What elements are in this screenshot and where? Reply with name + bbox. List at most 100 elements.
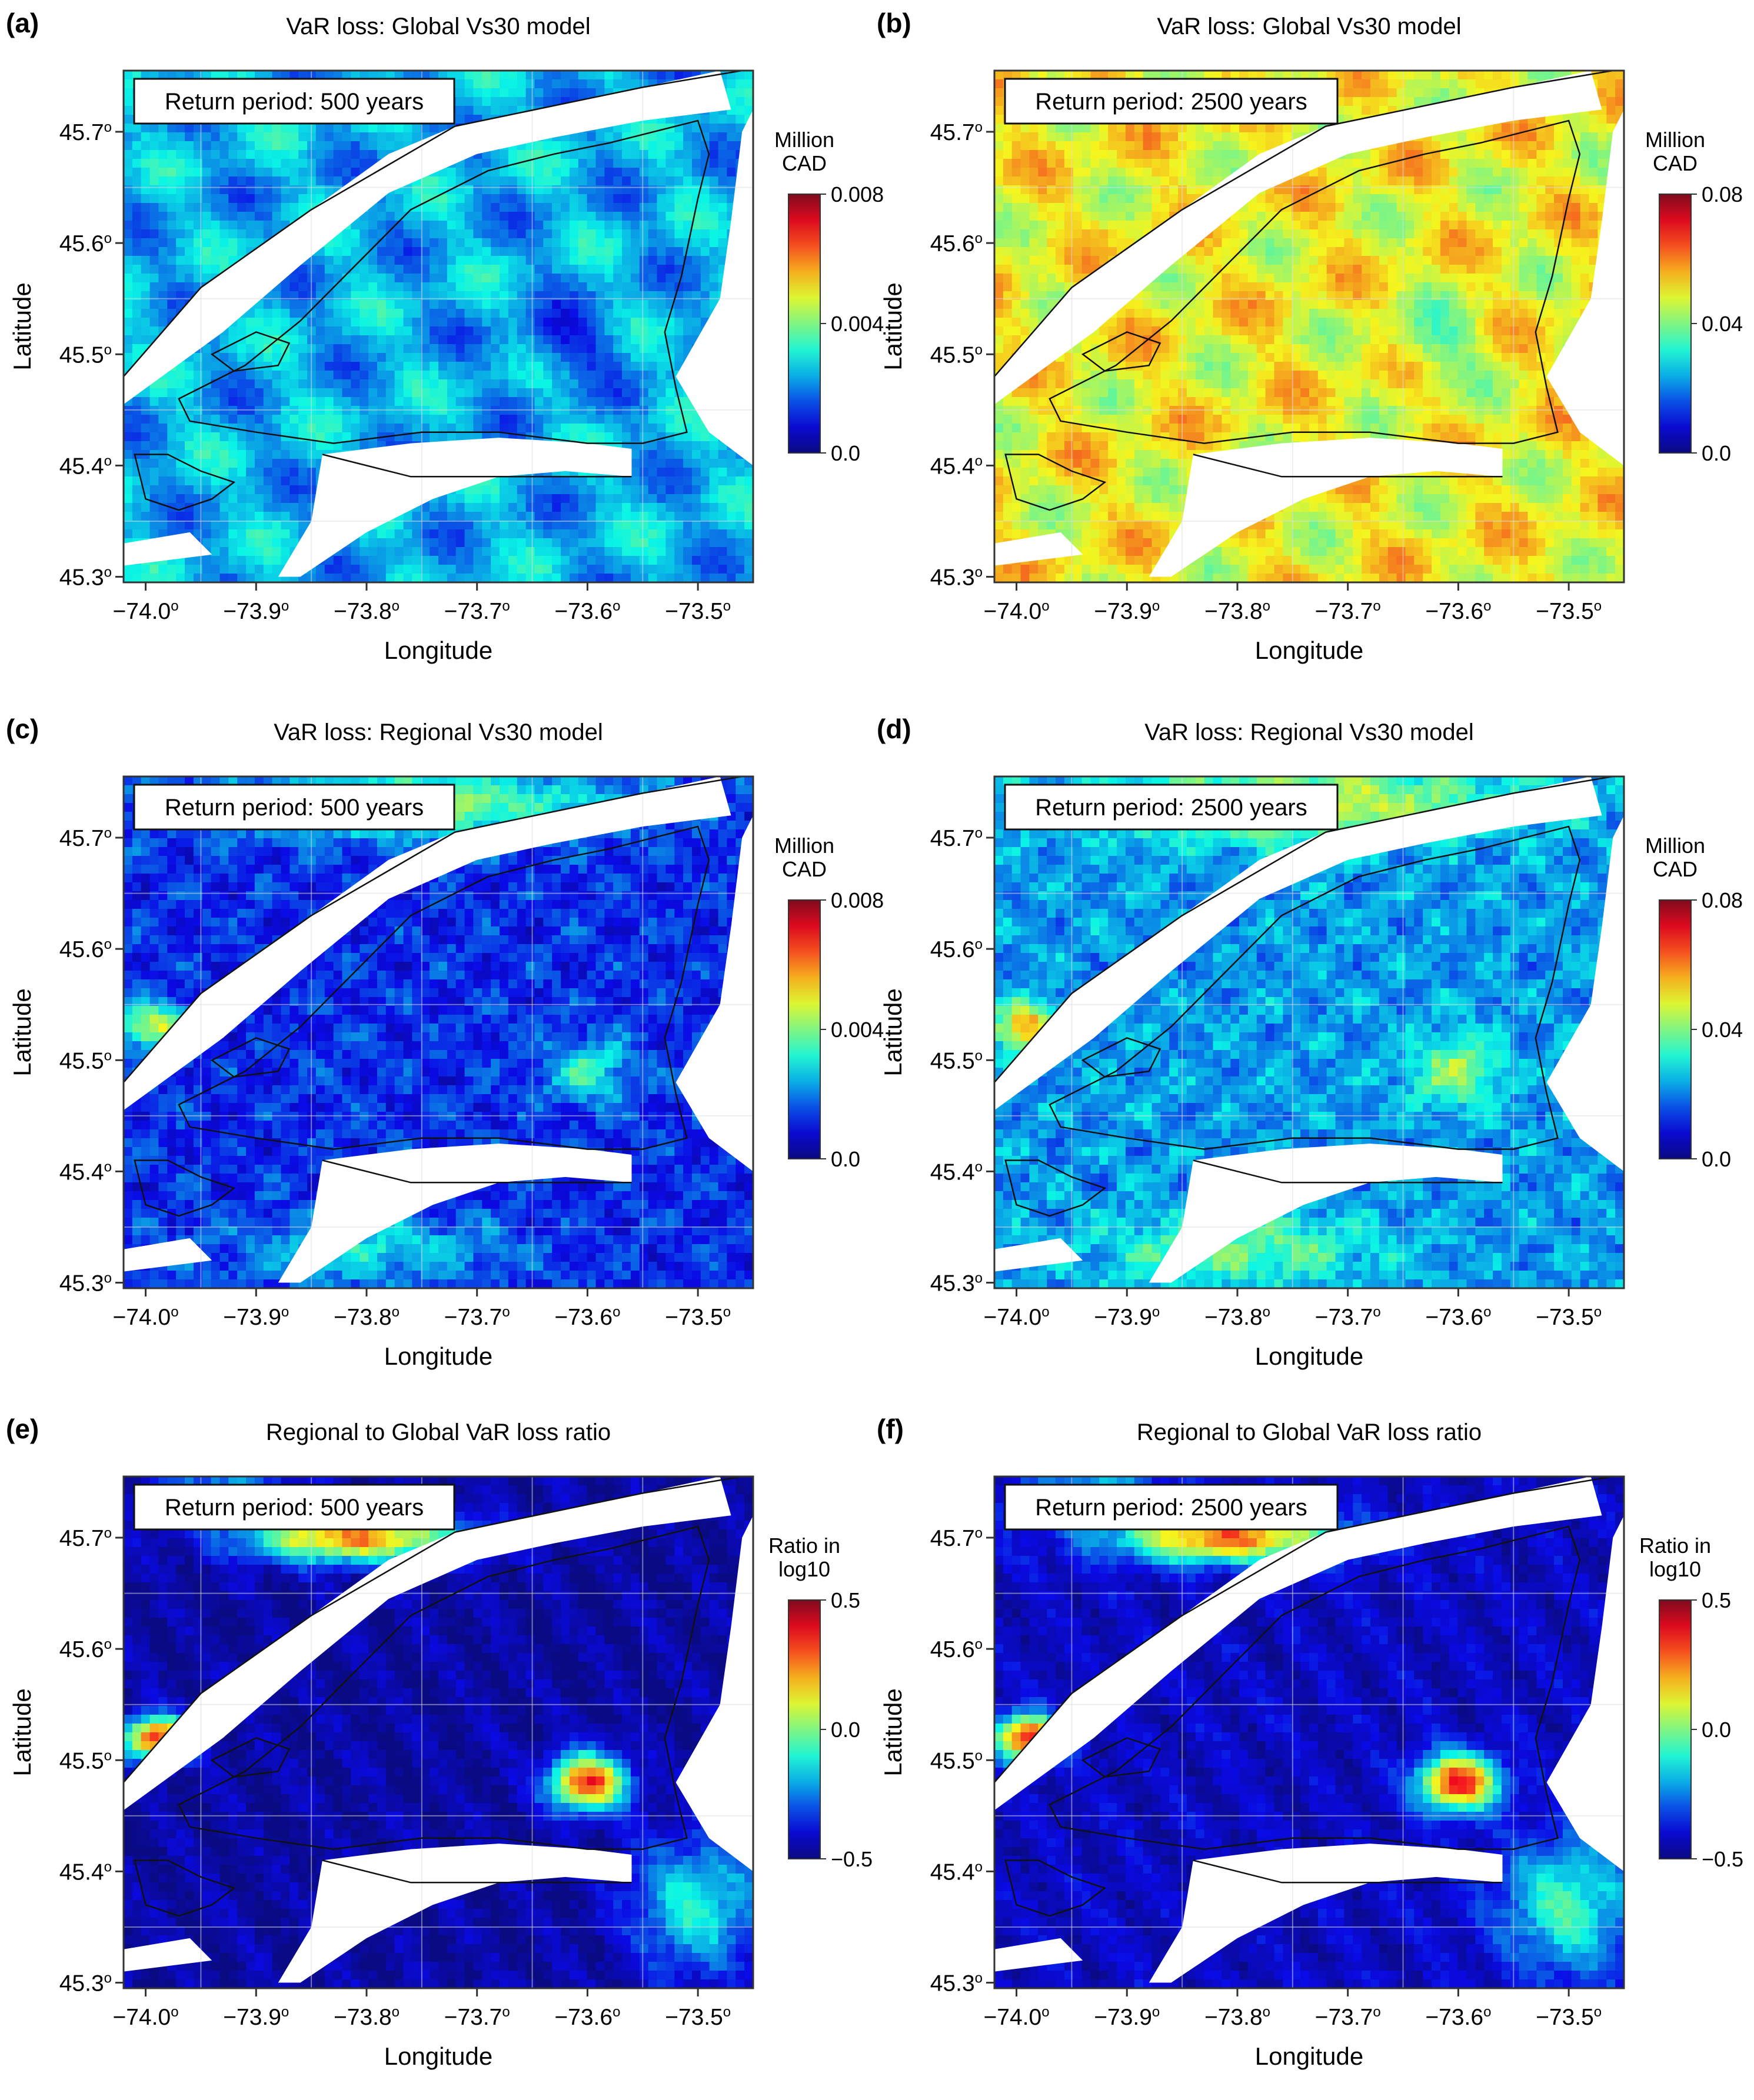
y-tick-label: 45.6o (59, 936, 112, 962)
loss-heatmap (124, 71, 754, 583)
map-panel-e: (e) Regional to Global VaR loss ratio Retu… (0, 1406, 859, 2100)
x-tick-label: −73.7o (1315, 2004, 1381, 2030)
x-tick-label: −73.5o (665, 1304, 731, 1330)
map-svg: (b) VaR loss: Global Vs30 model Return per… (871, 0, 1730, 694)
loss-heatmap (124, 1476, 754, 1989)
x-tick-label: −73.8o (1204, 1304, 1270, 1330)
x-tick-label: −73.8o (334, 2004, 400, 2030)
x-tick-label: −73.7o (1315, 1304, 1381, 1330)
y-tick-label: 45.6o (930, 936, 983, 962)
return-period-label: Return period: 2500 years (1035, 89, 1307, 115)
y-tick-label: 45.3o (930, 1271, 983, 1296)
y-tick-label: 45.3o (930, 565, 983, 591)
colorbar-title: Million (1645, 128, 1705, 152)
colorbar-title: Ratio in (768, 1534, 840, 1558)
y-tick-label: 45.4o (930, 1859, 983, 1885)
colorbar-title: CAD (1653, 857, 1698, 881)
colorbar (788, 1600, 820, 1859)
x-tick-label: −74.0o (113, 2004, 179, 2030)
x-tick-label: −73.6o (554, 1304, 620, 1330)
panel-letter: (e) (6, 1414, 39, 1444)
x-tick-label: −73.7o (1315, 598, 1381, 624)
panel-letter: (f) (877, 1414, 904, 1444)
y-tick-label: 45.5o (930, 342, 983, 368)
y-tick-label: 45.4o (59, 1859, 112, 1885)
x-tick-label: −73.5o (1536, 2004, 1602, 2030)
colorbar-title: log10 (778, 1557, 830, 1581)
y-tick-label: 45.4o (59, 453, 112, 479)
x-tick-label: −73.6o (554, 2004, 620, 2030)
panel-letter: (b) (877, 8, 911, 38)
x-tick-label: −74.0o (984, 598, 1050, 624)
return-period-label: Return period: 500 years (165, 795, 424, 821)
y-tick-label: 45.5o (930, 1748, 983, 1774)
colorbar-tick-label: 0.08 (1702, 888, 1743, 912)
x-axis-title: Longitude (1255, 636, 1364, 664)
return-period-label: Return period: 500 years (165, 1495, 424, 1521)
x-tick-label: −73.6o (1425, 1304, 1491, 1330)
colorbar-tick-label: 0.0 (1702, 441, 1731, 465)
y-tick-label: 45.7o (59, 1525, 112, 1551)
y-tick-label: 45.4o (930, 453, 983, 479)
x-tick-label: −73.7o (444, 2004, 510, 2030)
colorbar-tick-label: −0.5 (1702, 1847, 1743, 1871)
colorbar-tick-label: 0.0 (831, 1718, 860, 1742)
y-tick-label: 45.6o (930, 1636, 983, 1662)
x-axis-title: Longitude (384, 2042, 493, 2070)
colorbar-tick-label: 0.0 (831, 1147, 860, 1171)
panel-title: VaR loss: Regional Vs30 model (274, 719, 603, 745)
x-tick-label: −74.0o (113, 1304, 179, 1330)
x-tick-label: −73.5o (665, 2004, 731, 2030)
x-tick-label: −74.0o (984, 2004, 1050, 2030)
map-panel-c: (c) VaR loss: Regional Vs30 model Return p… (0, 706, 859, 1400)
x-tick-label: −73.6o (554, 598, 620, 624)
y-axis-title: Latitude (879, 1688, 907, 1776)
x-tick-label: −73.9o (223, 1304, 289, 1330)
colorbar (1659, 194, 1691, 453)
y-tick-label: 45.3o (59, 1271, 112, 1296)
x-tick-label: −73.5o (1536, 1304, 1602, 1330)
y-tick-label: 45.7o (930, 1525, 983, 1551)
x-tick-label: −73.9o (223, 598, 289, 624)
y-tick-label: 45.7o (930, 119, 983, 145)
panel-letter: (c) (6, 714, 39, 744)
colorbar-title: CAD (1653, 151, 1698, 175)
y-tick-label: 45.3o (59, 1971, 112, 1996)
colorbar-title: CAD (782, 857, 827, 881)
x-tick-label: −73.8o (1204, 598, 1270, 624)
panel-title: VaR loss: Global Vs30 model (1157, 14, 1461, 39)
colorbar-title: Ratio in (1639, 1534, 1711, 1558)
x-tick-label: −73.6o (1425, 598, 1491, 624)
colorbar-tick-label: 0.08 (1702, 182, 1743, 206)
colorbar-tick-label: 0.0 (1702, 1147, 1731, 1171)
loss-heatmap (994, 1476, 1625, 1989)
x-tick-label: −73.8o (1204, 2004, 1270, 2030)
y-axis-title: Latitude (8, 1688, 36, 1776)
map-panel-b: (b) VaR loss: Global Vs30 model Return per… (871, 0, 1730, 694)
colorbar-tick-label: 0.04 (1702, 312, 1743, 336)
y-axis-title: Latitude (879, 282, 907, 370)
y-tick-label: 45.5o (59, 1748, 112, 1774)
panel-title: Regional to Global VaR loss ratio (266, 1419, 611, 1445)
panel-title: VaR loss: Regional Vs30 model (1144, 719, 1474, 745)
y-tick-label: 45.3o (930, 1971, 983, 1996)
map-svg: (f)Regional to Global VaR loss ratioRetu… (871, 1406, 1730, 2100)
colorbar (788, 194, 820, 453)
x-axis-title: Longitude (384, 1342, 493, 1370)
x-axis-title: Longitude (1255, 1342, 1364, 1370)
panel-title: VaR loss: Global Vs30 model (286, 14, 590, 39)
y-axis-title: Latitude (8, 988, 36, 1076)
y-tick-label: 45.6o (59, 1636, 112, 1662)
colorbar-title: Million (774, 834, 834, 858)
x-tick-label: −73.9o (1094, 1304, 1160, 1330)
x-tick-label: −73.9o (1094, 2004, 1160, 2030)
y-axis-title: Latitude (879, 988, 907, 1076)
y-tick-label: 45.4o (930, 1159, 983, 1185)
y-tick-label: 45.7o (930, 825, 983, 851)
colorbar-title: Million (774, 128, 834, 152)
x-tick-label: −73.7o (444, 1304, 510, 1330)
return-period-label: Return period: 2500 years (1035, 795, 1307, 821)
